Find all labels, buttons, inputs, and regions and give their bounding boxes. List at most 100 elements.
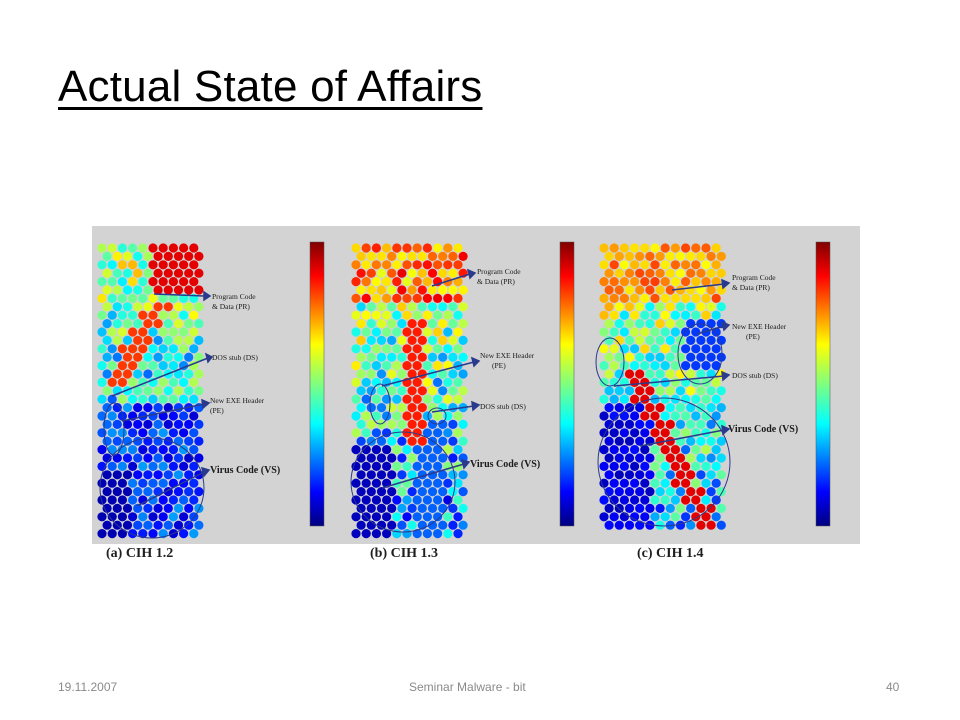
- som-cell: [701, 461, 711, 471]
- som-cell: [458, 436, 468, 446]
- som-cell: [624, 319, 635, 329]
- som-cell: [422, 478, 432, 488]
- som-cell: [655, 302, 665, 312]
- som-cell: [691, 310, 701, 320]
- som-cell: [143, 386, 153, 396]
- som-cell: [407, 369, 417, 379]
- panel-c: Program Code & Data (PR) New EXE Header …: [595, 241, 831, 530]
- som-cell: [604, 487, 614, 497]
- som-cell: [624, 436, 635, 446]
- som-cell: [194, 268, 204, 278]
- som-cell: [609, 293, 619, 303]
- som-cell: [158, 361, 168, 371]
- som-cell: [194, 419, 204, 429]
- som-cell: [691, 293, 701, 303]
- som-cell: [458, 503, 468, 513]
- som-cell: [686, 436, 696, 446]
- som-cell: [670, 327, 681, 337]
- som-cell: [97, 344, 107, 354]
- som-cell: [179, 310, 189, 320]
- som-cell: [650, 243, 660, 253]
- som-cell: [604, 285, 614, 295]
- som-cell: [711, 411, 721, 421]
- som-cell: [397, 285, 407, 295]
- som-cell: [448, 285, 458, 295]
- som-cell: [184, 453, 194, 463]
- som-cell: [619, 478, 630, 488]
- som-cell: [640, 327, 650, 337]
- som-cell: [397, 369, 407, 379]
- som-cell: [443, 377, 453, 387]
- som-cell: [655, 285, 665, 295]
- som-cell: [356, 470, 366, 480]
- som-cell: [650, 428, 660, 438]
- som-cell: [112, 453, 122, 463]
- som-cell: [402, 411, 412, 421]
- som-cell: [173, 487, 184, 497]
- som-cell: [701, 377, 711, 387]
- som-cell: [681, 277, 691, 287]
- som-cell: [97, 529, 107, 539]
- som-cell: [97, 260, 107, 270]
- som-cell: [427, 352, 438, 362]
- som-cell: [397, 335, 407, 345]
- som-cell: [407, 335, 417, 345]
- som-cell: [624, 419, 635, 429]
- som-cell: [645, 453, 655, 463]
- som-cell: [417, 335, 427, 345]
- som-cell: [640, 361, 650, 371]
- som-cell: [696, 436, 706, 446]
- som-cell: [107, 327, 117, 337]
- som-cell: [665, 319, 675, 329]
- label-pr-a-1: Program Code: [212, 292, 256, 301]
- som-cell: [117, 310, 127, 320]
- som-cell: [655, 470, 665, 480]
- som-cell: [645, 419, 655, 429]
- som-cell: [107, 344, 117, 354]
- som-cell: [163, 453, 173, 463]
- som-cell: [599, 310, 609, 320]
- som-cell: [184, 319, 194, 329]
- som-cell: [407, 520, 417, 530]
- som-cell: [599, 461, 609, 471]
- som-cell: [635, 436, 645, 446]
- som-cell: [614, 319, 624, 329]
- som-cell: [427, 251, 438, 261]
- som-cell: [675, 453, 686, 463]
- som-cell: [412, 394, 422, 404]
- som-cell: [122, 352, 133, 362]
- som-cell: [412, 327, 422, 337]
- som-cell: [143, 487, 153, 497]
- som-cell: [701, 394, 711, 404]
- cluster-circle-pe-c: [677, 323, 723, 385]
- som-cell: [371, 344, 381, 354]
- som-cell: [696, 487, 706, 497]
- som-cell: [448, 268, 458, 278]
- som-cell: [665, 520, 675, 530]
- som-cell: [412, 260, 422, 270]
- som-cell: [630, 293, 640, 303]
- som-cell: [168, 495, 178, 505]
- som-cell: [97, 411, 107, 421]
- som-cell: [128, 260, 138, 270]
- som-cell: [107, 512, 117, 522]
- som-cell: [97, 377, 107, 387]
- som-cell: [427, 386, 438, 396]
- som-cell: [696, 503, 706, 513]
- som-cell: [371, 428, 381, 438]
- som-cell: [376, 302, 387, 312]
- som-cell: [681, 310, 691, 320]
- som-cell: [376, 386, 387, 396]
- som-cell: [107, 361, 117, 371]
- som-cell: [153, 419, 163, 429]
- som-cell: [173, 453, 184, 463]
- som-cell: [163, 251, 173, 261]
- som-cell: [645, 302, 655, 312]
- som-cell: [112, 503, 122, 513]
- som-cell: [122, 251, 133, 261]
- som-cell: [422, 411, 432, 421]
- label-pe-a-2: (PE): [210, 406, 224, 415]
- som-cell: [443, 344, 453, 354]
- label-vs-b: Virus Code (VS): [470, 459, 540, 470]
- som-cell: [361, 310, 371, 320]
